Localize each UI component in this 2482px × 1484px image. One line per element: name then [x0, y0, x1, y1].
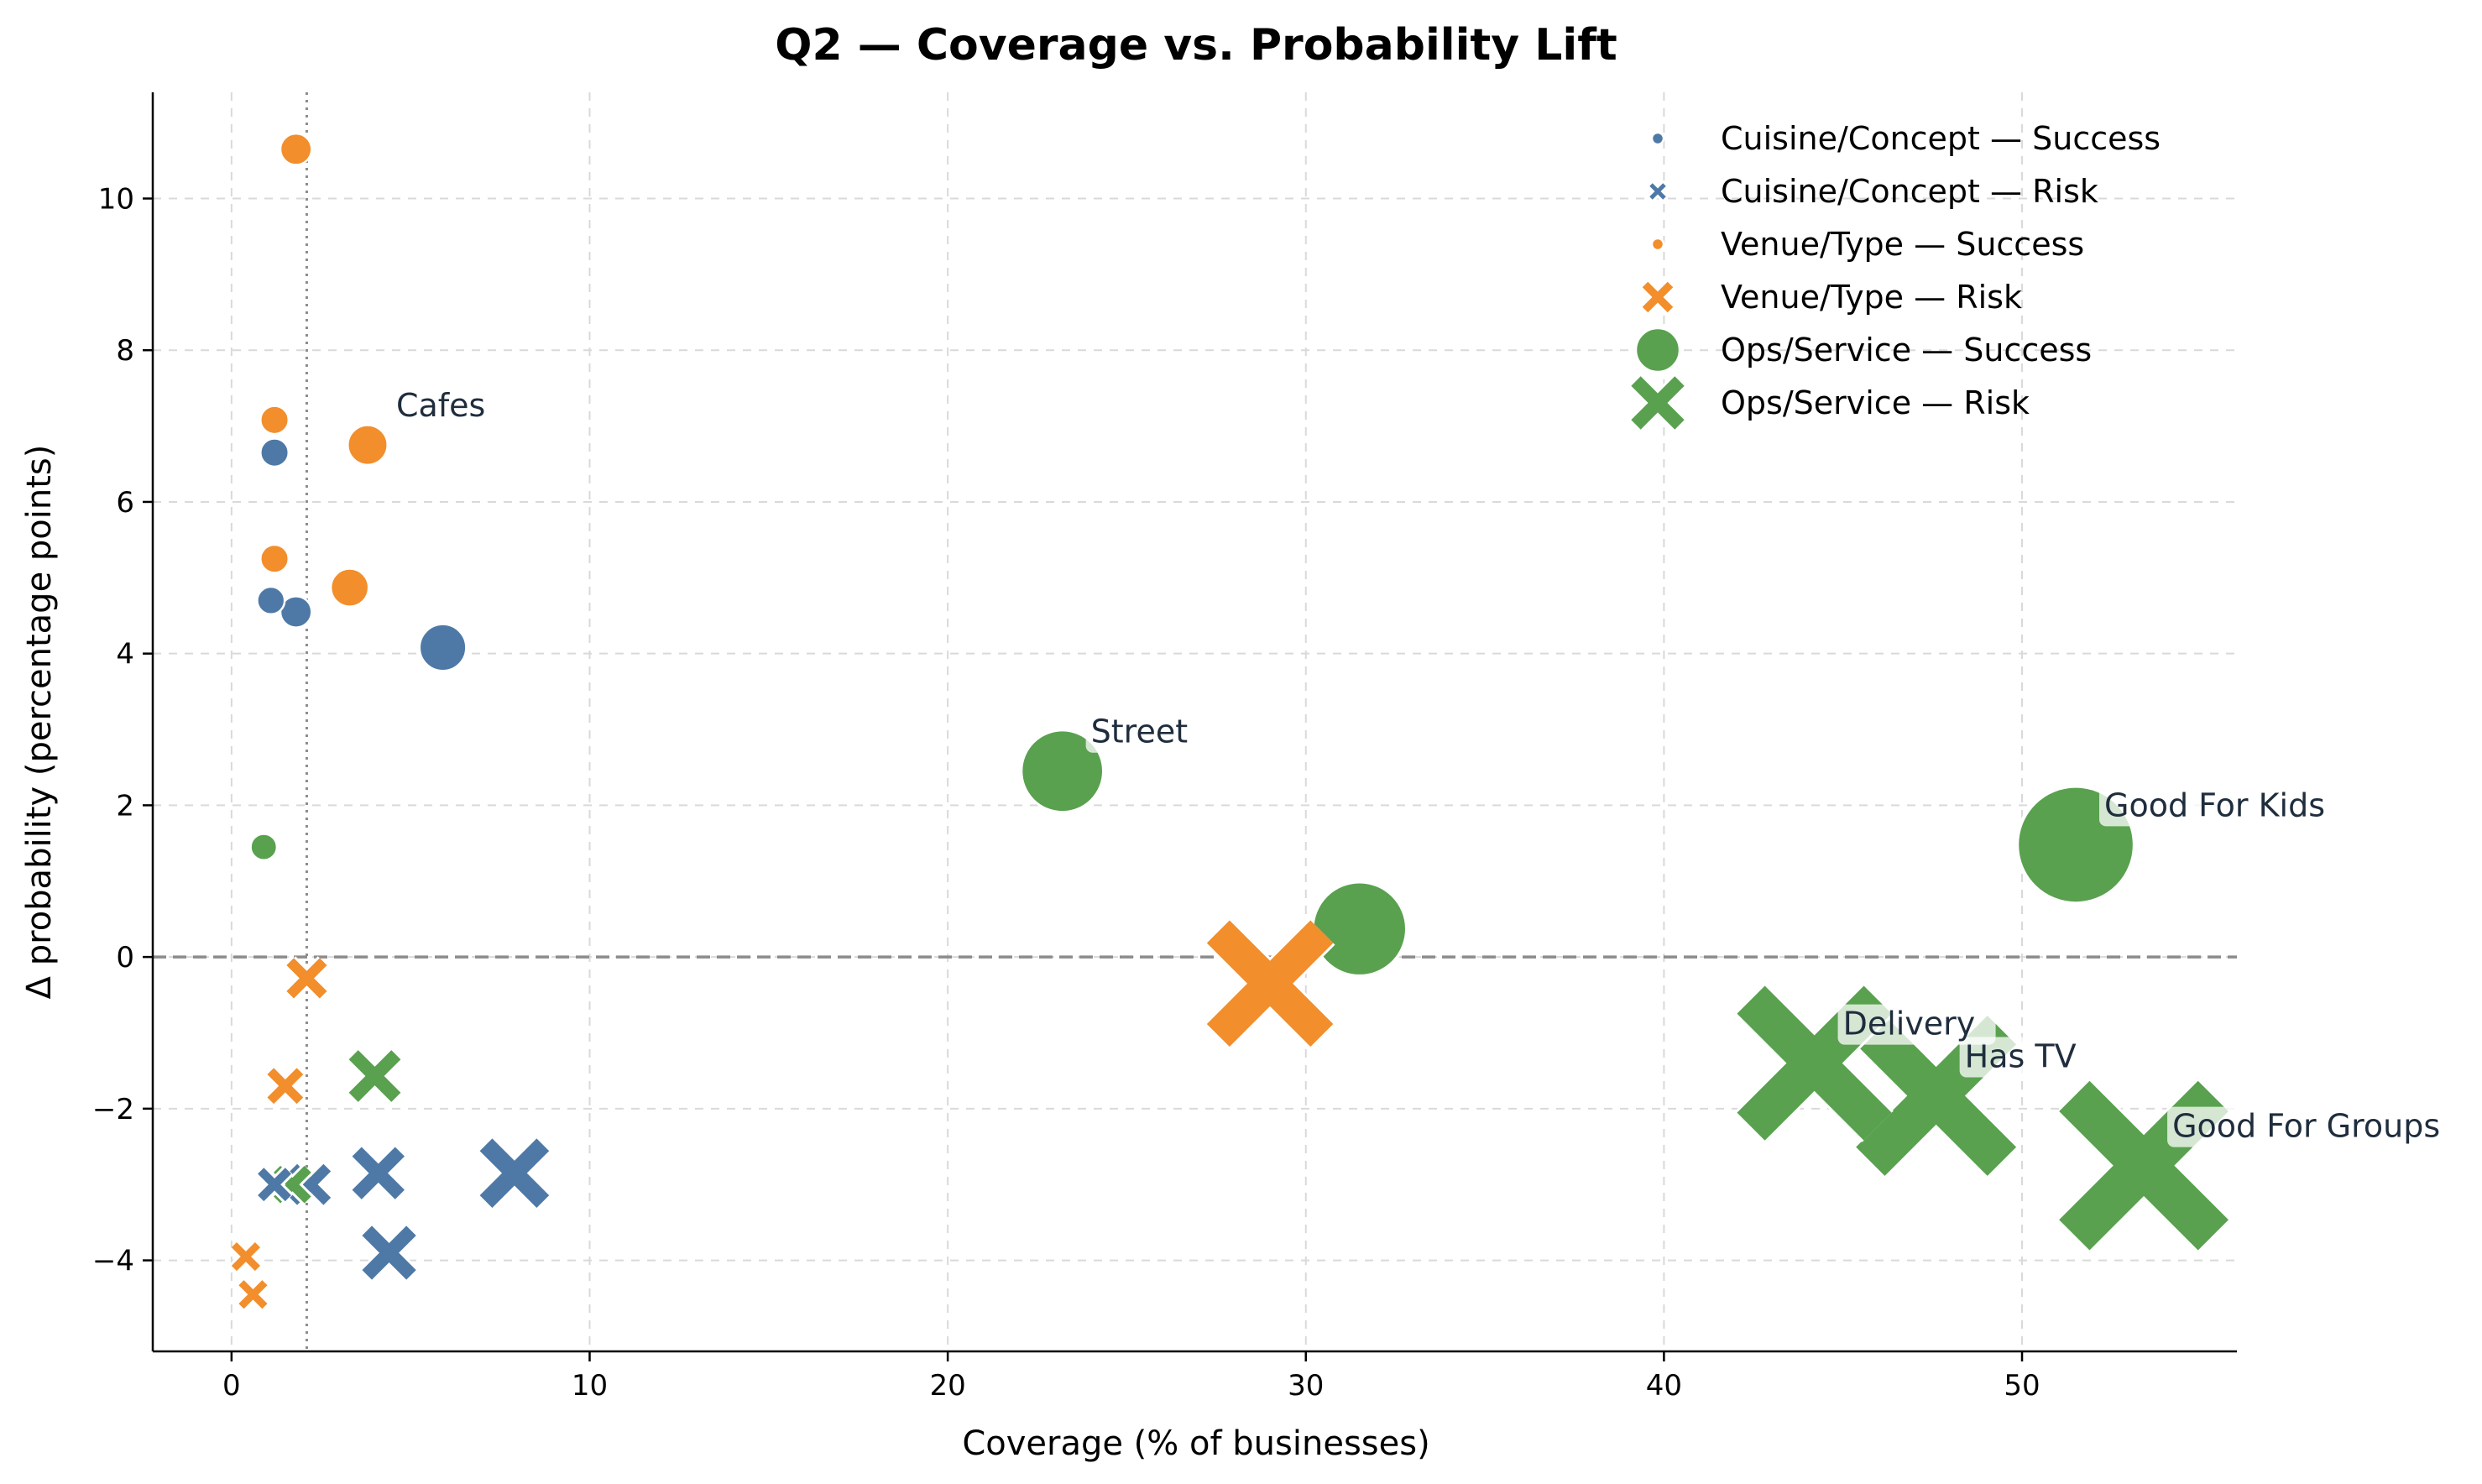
marker-body — [352, 1147, 405, 1199]
annotation-background — [2167, 1106, 2455, 1147]
legend-label: Cuisine/Concept — Success — [1721, 120, 2161, 157]
y-tick-label: 8 — [116, 334, 134, 368]
marker-body — [1631, 376, 1685, 430]
y-axis-label: Δ probability (percentage points) — [20, 445, 59, 1000]
reference-lines — [153, 92, 2237, 1351]
legend-marker-risk — [1648, 181, 1668, 201]
x-tick-label: 40 — [1646, 1369, 1682, 1403]
y-tick-label: 2 — [116, 789, 134, 823]
legend-label: Venue/Type — Success — [1721, 226, 2084, 263]
annotation-background — [2099, 786, 2350, 827]
data-point-risk — [285, 956, 329, 1001]
x-axis-label: Coverage (% of businesses) — [962, 1424, 1429, 1463]
marker-body — [267, 1068, 304, 1105]
data-point-risk — [360, 1224, 418, 1282]
grid-lines — [153, 92, 2237, 1351]
legend-label: Ops/Service — Success — [1721, 332, 2092, 368]
annotation-background — [1959, 1037, 2081, 1078]
annotation-background — [390, 386, 494, 427]
data-point-success — [259, 543, 290, 574]
data-point-success — [329, 567, 370, 608]
x-tick-label: 30 — [1288, 1369, 1324, 1403]
y-tick-label: 4 — [116, 638, 134, 671]
data-point-success — [279, 132, 313, 166]
annotation-background — [1837, 1004, 1996, 1045]
annotation-label: Good For Groups — [2172, 1108, 2440, 1145]
data-point-success — [1311, 880, 1408, 978]
x-tick-label: 50 — [2004, 1369, 2040, 1403]
marker-body — [362, 1225, 416, 1280]
data-point-success — [256, 585, 286, 616]
data-point-success — [1020, 729, 1105, 814]
legend-marker-risk — [1640, 280, 1675, 315]
data-point-risk — [256, 1166, 294, 1204]
annotation-label: Delivery — [1843, 1006, 1976, 1042]
marker-body — [1206, 920, 1334, 1048]
axes: 0 10 20 30 40 50 −4 −2 0 2 4 6 8 10 — [92, 92, 2237, 1403]
marker-body — [348, 1050, 401, 1102]
x-tick-label: 0 — [222, 1369, 241, 1403]
data-point-success — [259, 437, 290, 468]
x-tick-label: 10 — [572, 1369, 608, 1403]
legend: Cuisine/Concept — Success Cuisine/Concept… — [1629, 120, 2161, 431]
legend-marker-risk — [1629, 374, 1686, 431]
y-tick-label: −2 — [92, 1093, 134, 1126]
y-tick-label: 6 — [116, 486, 134, 520]
marker-body — [238, 1280, 268, 1309]
marker-body — [258, 1168, 291, 1202]
data-point-risk — [347, 1048, 403, 1104]
annotation-label: Good For Kids — [2104, 786, 2325, 823]
y-tick-label: −4 — [92, 1245, 134, 1278]
y-tick-label: 0 — [116, 941, 134, 975]
data-point-success — [249, 833, 279, 861]
marker-body — [1642, 281, 1674, 313]
data-point-success — [418, 623, 468, 672]
legend-label: Ops/Service — Risk — [1721, 384, 2030, 421]
legend-marker-success — [1650, 131, 1665, 146]
marker-body — [286, 958, 327, 999]
legend-marker-success — [1634, 327, 1681, 374]
x-tick-label: 20 — [929, 1369, 965, 1403]
annotation-label: Street — [1091, 713, 1188, 750]
y-tick-label: 10 — [98, 183, 134, 217]
marker-body — [1649, 183, 1666, 200]
data-point-risk — [478, 1137, 551, 1210]
annotation-background — [1085, 712, 1207, 753]
data-point-success — [347, 424, 389, 467]
data-point-risk — [1204, 918, 1335, 1049]
data-point-risk — [350, 1145, 407, 1201]
data-point-success — [259, 405, 290, 436]
data-point-risk — [265, 1066, 306, 1106]
chart-title: Q2 — Coverage vs. Probability Lift — [775, 20, 1617, 71]
marker-body — [479, 1138, 550, 1208]
data-point-risk — [237, 1278, 269, 1311]
annotation-label: Cafes — [396, 387, 485, 424]
data-point-risk — [229, 1240, 263, 1273]
marker-body — [231, 1241, 260, 1272]
legend-marker-success — [1650, 237, 1665, 252]
legend-label: Venue/Type — Risk — [1721, 279, 2022, 316]
legend-label: Cuisine/Concept — Risk — [1721, 173, 2098, 210]
